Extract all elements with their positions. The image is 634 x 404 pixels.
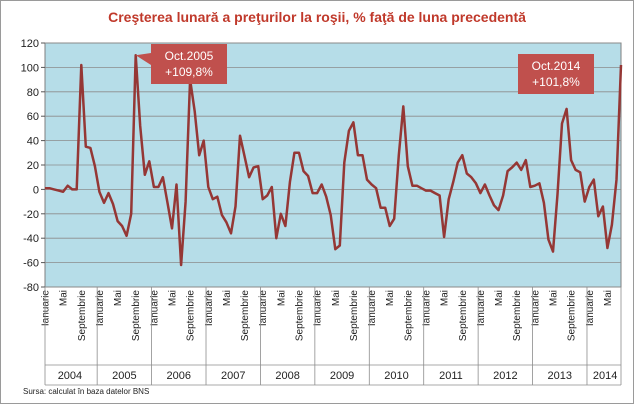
annotation-callout: Oct.2014 +101,8% — [518, 54, 594, 94]
annotation-callout: Oct.2005 +109,8% — [135, 44, 227, 84]
x-tick-label: Septembrie — [186, 290, 197, 342]
x-tick-label: Mai — [167, 290, 178, 306]
x-tick-label: Septembrie — [294, 290, 305, 342]
year-label: 2006 — [167, 370, 191, 382]
y-tick-label: 20 — [27, 160, 39, 172]
x-tick-label: Mai — [276, 290, 287, 306]
x-tick-label: Septembrie — [403, 290, 414, 342]
y-tick-label: -80 — [23, 282, 39, 294]
y-tick-label: 40 — [27, 136, 39, 148]
year-label: 2011 — [439, 370, 463, 382]
y-tick-label: 120 — [21, 38, 39, 50]
callout-value: +109,8% — [165, 65, 213, 79]
annotations: Oct.2005 +109,8% Oct.2014 +101,8% — [135, 44, 594, 94]
x-tick-label: Ianuarie — [421, 290, 432, 327]
y-tick-label: 100 — [21, 62, 39, 74]
x-tick-label: Mai — [331, 290, 342, 306]
year-label: 2009 — [330, 370, 354, 382]
x-tick-label: Ianuarie — [149, 290, 160, 327]
x-tick-label: Ianuarie — [41, 290, 52, 327]
callout-label: Oct.2005 — [165, 49, 214, 63]
chart-title: Creşterea lunară a preţurilor la roşii, … — [108, 9, 526, 25]
x-tick-label: Septembrie — [567, 290, 578, 342]
x-axis: Ianuarie Mai Septembrie 2004 Ianuarie Mai Sept… — [41, 287, 622, 386]
x-tick-label: Mai — [440, 290, 451, 306]
x-tick-label: Mai — [113, 290, 124, 306]
x-tick-label: Septembrie — [77, 290, 88, 342]
callout-box — [518, 54, 594, 94]
x-tick-label: Septembrie — [240, 290, 251, 342]
series-line — [45, 53, 623, 267]
x-tick-label: Ianuarie — [204, 290, 215, 327]
callout-pointer — [135, 53, 151, 65]
year-label: 2008 — [275, 370, 299, 382]
callout-box — [151, 44, 227, 84]
x-tick-label: Ianuarie — [258, 290, 269, 327]
y-tick-label: 60 — [27, 111, 39, 123]
x-tick-label: Mai — [222, 290, 233, 306]
y-tick-label: 0 — [33, 184, 39, 196]
x-tick-label: Mai — [59, 290, 70, 306]
year-label: 2014 — [593, 370, 617, 382]
source-note: Sursa: calculat în baza datelor BNS — [23, 387, 150, 396]
x-tick-label: Ianuarie — [476, 290, 487, 327]
year-label: 2004 — [58, 370, 82, 382]
callout-value: +101,8% — [532, 75, 580, 89]
x-tick-label: Mai — [548, 290, 559, 306]
x-tick-label: Ianuarie — [530, 290, 541, 327]
y-tick-label: -60 — [23, 258, 39, 270]
year-label: 2012 — [493, 370, 517, 382]
callout-label: Oct.2014 — [532, 59, 581, 73]
gridlines — [45, 42, 621, 288]
x-tick-label: Ianuarie — [585, 290, 596, 327]
x-tick-label: Mai — [385, 290, 396, 306]
y-tick-label: -20 — [23, 209, 39, 221]
x-tick-label: Mai — [494, 290, 505, 306]
x-tick-label: Septembrie — [131, 290, 142, 342]
y-tick-label: -40 — [23, 233, 39, 245]
y-tick-label: 80 — [27, 87, 39, 99]
year-label: 2007 — [221, 370, 245, 382]
x-tick-label: Ianuarie — [367, 290, 378, 327]
y-axis: -80 -60 -40 -20 0 20 40 60 80 100 120 — [21, 38, 45, 294]
x-tick-label: Ianuarie — [95, 290, 106, 327]
x-tick-label: Mai — [603, 290, 614, 306]
year-label: 2005 — [112, 370, 136, 382]
x-tick-label: Ianuarie — [313, 290, 324, 327]
year-label: 2010 — [384, 370, 408, 382]
x-tick-label: Septembrie — [349, 290, 360, 342]
x-tick-label: Septembrie — [512, 290, 523, 342]
x-tick-label: Septembrie — [458, 290, 469, 342]
year-label: 2013 — [548, 370, 572, 382]
